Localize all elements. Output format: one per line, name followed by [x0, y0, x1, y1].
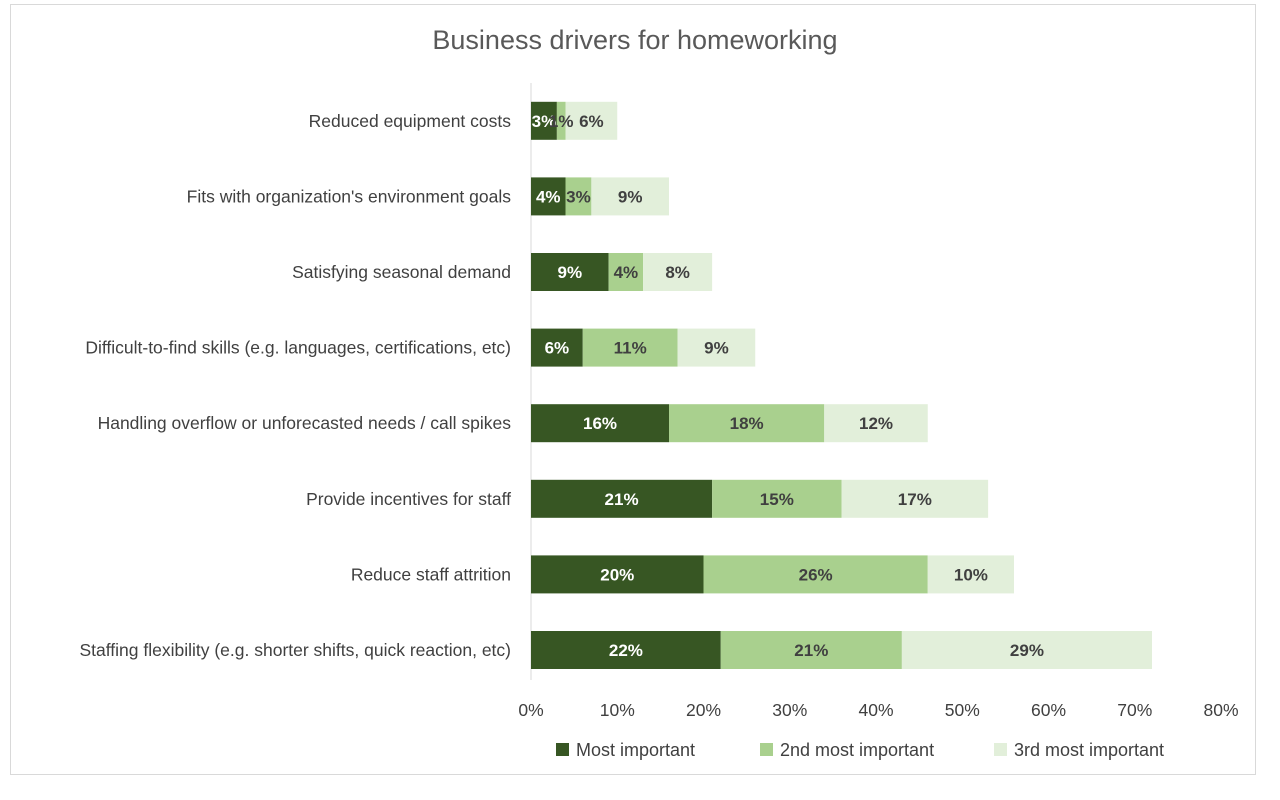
bar-segment — [669, 404, 825, 443]
category-label: Satisfying seasonal demand — [292, 262, 511, 282]
data-label: 16% — [583, 414, 617, 433]
bar-segment — [531, 404, 669, 443]
data-label: 4% — [614, 263, 639, 282]
bar-segment — [703, 555, 928, 594]
chart-frame: Business drivers for homeworking Reduced… — [10, 4, 1256, 775]
legend-label: 3rd most important — [1014, 740, 1164, 760]
bars — [531, 101, 1152, 669]
data-label: 12% — [859, 414, 893, 433]
bar-segment — [531, 101, 557, 140]
legend-label: 2nd most important — [780, 740, 934, 760]
category-labels: Reduced equipment costs Fits with organiz… — [79, 111, 511, 660]
bar-segment — [531, 177, 566, 216]
bar-segment — [720, 631, 902, 669]
bar-segment — [531, 253, 609, 291]
bar-segment — [531, 479, 713, 518]
bar-segment — [608, 253, 644, 291]
x-tick-label: 10% — [600, 700, 635, 720]
data-label: 26% — [799, 565, 833, 584]
data-label: 10% — [954, 565, 988, 584]
bar-segment — [677, 328, 756, 367]
category-label: Reduced equipment costs — [309, 111, 512, 131]
data-label: 9% — [558, 263, 583, 282]
category-label: Reduce staff attrition — [351, 564, 511, 584]
category-label: Staffing flexibility (e.g. shorter shift… — [79, 640, 511, 660]
data-label: 11% — [614, 339, 647, 358]
legend-label: Most important — [576, 740, 695, 760]
x-tick-label: 50% — [945, 700, 980, 720]
bar-segment — [901, 631, 1152, 669]
x-tick-label: 40% — [858, 700, 893, 720]
data-label: 4% — [536, 187, 561, 206]
x-tick-label: 60% — [1031, 700, 1066, 720]
data-label: 22% — [609, 641, 643, 660]
data-label: 15% — [760, 490, 794, 509]
data-label: 3% — [566, 187, 591, 206]
x-tick-label: 80% — [1203, 700, 1238, 720]
bar-segment — [643, 253, 713, 291]
bar-segment — [531, 328, 583, 367]
bar-segment — [531, 631, 721, 669]
data-label: 3% — [532, 112, 557, 131]
x-tick-label: 0% — [518, 700, 543, 720]
data-label: 21% — [794, 641, 828, 660]
x-axis-ticks: 0% 10% 20% 30% 40% 50% 60% 70% 80% — [518, 700, 1238, 720]
legend-swatch — [556, 743, 569, 756]
data-label: 1% — [549, 112, 574, 131]
chart-canvas: Business drivers for homeworking Reduced… — [79, 25, 1238, 760]
bar-segment — [582, 328, 678, 367]
data-label: 20% — [600, 565, 634, 584]
data-labels: 3%1% 6%4% 3% 9%9% 4% 8%6% 11% 9%16% 18% 12%21% 15%… — [532, 112, 1044, 660]
bar-segment — [591, 177, 669, 216]
data-label: 9% — [618, 187, 643, 206]
bar-segment — [556, 101, 566, 140]
legend-swatch — [760, 743, 773, 756]
bar-segment — [841, 479, 989, 518]
x-tick-label: 70% — [1117, 700, 1152, 720]
bar-segment — [565, 101, 618, 140]
bar-segment — [531, 555, 704, 594]
data-label: 18% — [730, 414, 764, 433]
chart-title: Business drivers for homeworking — [432, 25, 837, 55]
data-label: 9% — [704, 339, 729, 358]
legend-swatch — [994, 743, 1007, 756]
bar-segment — [565, 177, 592, 216]
data-label: 8% — [665, 263, 690, 282]
x-tick-label: 20% — [686, 700, 721, 720]
category-label: Difficult-to-find skills (e.g. languages… — [85, 338, 511, 358]
bar-segment — [712, 479, 842, 518]
data-label: 21% — [605, 490, 639, 509]
bar-segment — [824, 404, 928, 443]
category-label: Provide incentives for staff — [306, 489, 511, 509]
category-label: Fits with organization's environment goa… — [187, 186, 512, 206]
data-label: 6% — [545, 339, 570, 358]
data-label: 17% — [898, 490, 932, 509]
data-label: 6% — [579, 112, 604, 131]
x-tick-label: 30% — [772, 700, 807, 720]
legend: Most important 2nd most important 3rd most… — [556, 740, 1164, 760]
data-label: 29% — [1010, 641, 1044, 660]
category-label: Handling overflow or unforecasted needs … — [98, 413, 512, 433]
bar-segment — [927, 555, 1014, 594]
